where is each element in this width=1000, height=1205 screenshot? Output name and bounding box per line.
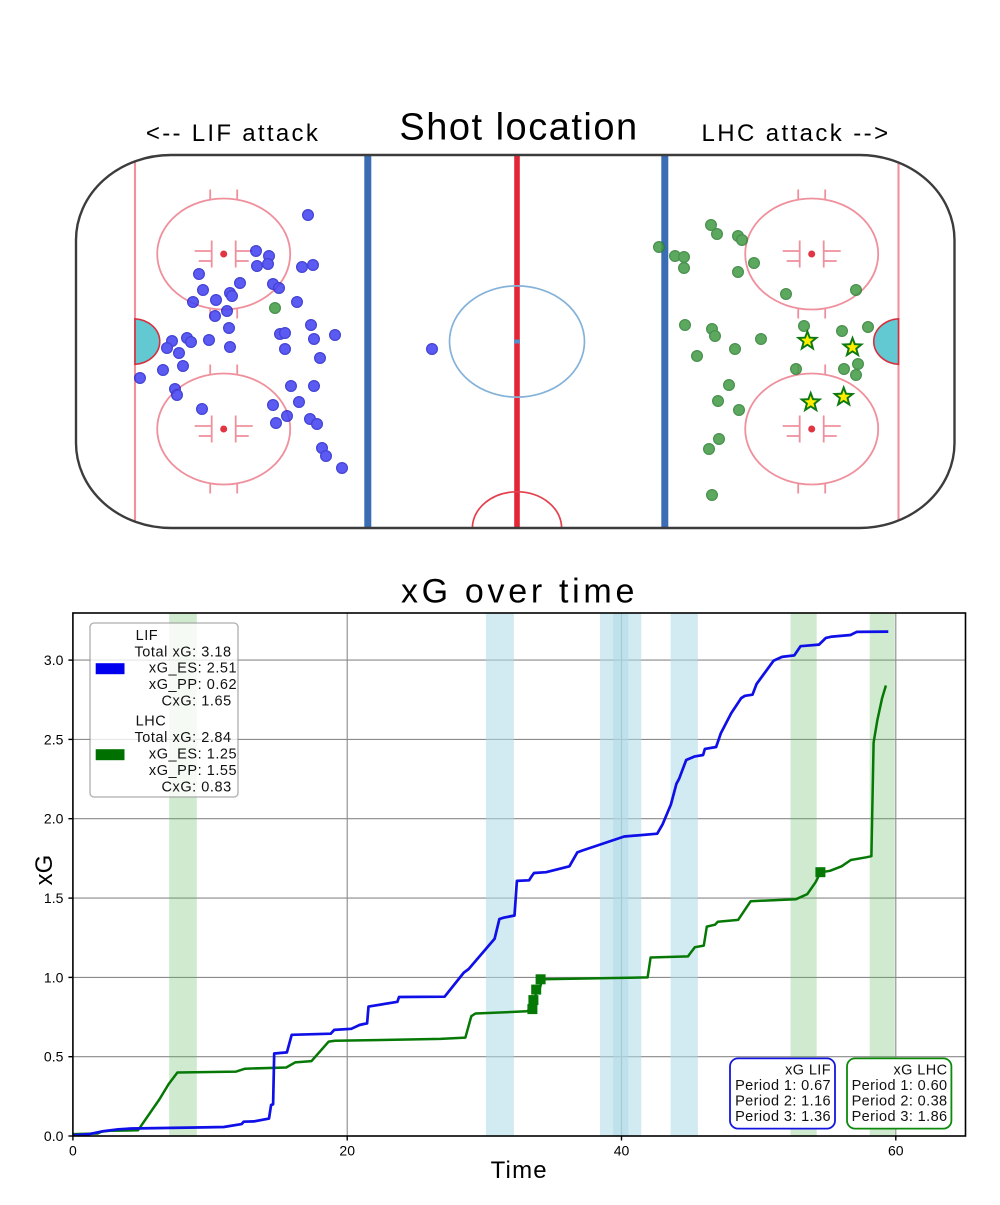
svg-text:0.5: 0.5 bbox=[44, 1049, 64, 1065]
svg-text:CxG: 1.65: CxG: 1.65 bbox=[162, 694, 232, 710]
svg-text:3.0: 3.0 bbox=[44, 652, 64, 668]
svg-text:40: 40 bbox=[614, 1143, 630, 1159]
svg-text:xG over time: xG over time bbox=[401, 573, 638, 611]
svg-text:LIF: LIF bbox=[136, 628, 159, 644]
svg-text:xG: xG bbox=[31, 855, 58, 886]
svg-text:LHC attack -->: LHC attack --> bbox=[702, 120, 891, 147]
svg-text:Period 2: 0.38: Period 2: 0.38 bbox=[852, 1094, 948, 1110]
svg-text:60: 60 bbox=[888, 1143, 904, 1159]
svg-text:Period 2: 1.16: Period 2: 1.16 bbox=[735, 1094, 831, 1110]
svg-text:xG_PP: 1.55: xG_PP: 1.55 bbox=[149, 763, 237, 779]
svg-text:1.0: 1.0 bbox=[44, 969, 64, 985]
svg-text:xG_ES: 1.25: xG_ES: 1.25 bbox=[149, 747, 237, 763]
svg-text:0: 0 bbox=[69, 1143, 77, 1159]
svg-text:xG_ES: 2.51: xG_ES: 2.51 bbox=[149, 661, 237, 677]
svg-text:Period 1: 0.67: Period 1: 0.67 bbox=[735, 1078, 831, 1094]
svg-text:Time: Time bbox=[491, 1157, 548, 1184]
svg-text:<-- LIF attack: <-- LIF attack bbox=[146, 120, 320, 147]
svg-text:Shot location: Shot location bbox=[399, 107, 638, 149]
svg-text:xG LHC: xG LHC bbox=[894, 1063, 948, 1079]
svg-text:Period 3: 1.36: Period 3: 1.36 bbox=[735, 1109, 831, 1125]
svg-text:0.0: 0.0 bbox=[44, 1128, 64, 1144]
svg-text:xG_PP: 0.62: xG_PP: 0.62 bbox=[149, 677, 237, 693]
svg-text:LHC: LHC bbox=[136, 714, 167, 730]
svg-text:Total xG: 3.18: Total xG: 3.18 bbox=[135, 644, 232, 660]
svg-text:Period 1: 0.60: Period 1: 0.60 bbox=[852, 1078, 948, 1094]
svg-text:CxG: 0.83: CxG: 0.83 bbox=[162, 779, 232, 795]
svg-text:Period 3: 1.86: Period 3: 1.86 bbox=[852, 1109, 948, 1125]
svg-text:2.0: 2.0 bbox=[44, 811, 64, 827]
svg-text:1.5: 1.5 bbox=[44, 890, 64, 906]
svg-text:20: 20 bbox=[339, 1143, 355, 1159]
svg-text:xG LIF: xG LIF bbox=[785, 1063, 831, 1079]
svg-text:2.5: 2.5 bbox=[44, 731, 64, 747]
svg-text:Total xG: 2.84: Total xG: 2.84 bbox=[135, 730, 232, 746]
